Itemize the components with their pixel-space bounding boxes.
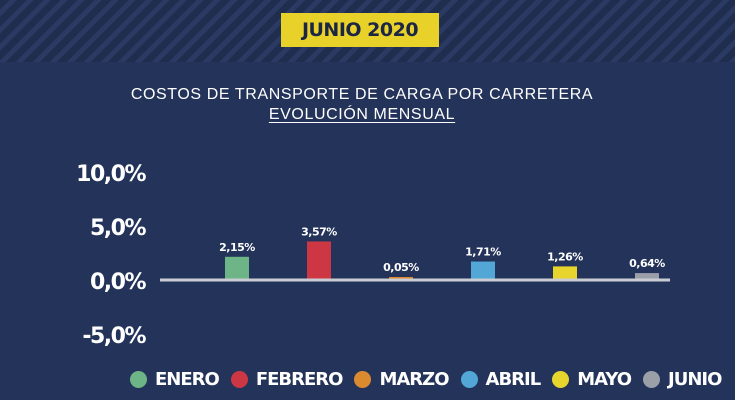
y-tick-label: -5,0% xyxy=(82,324,146,349)
y-tick-label: 5,0% xyxy=(90,216,146,241)
legend-label: MARZO xyxy=(379,368,449,390)
legend-label: ENERO xyxy=(155,368,220,390)
chart-subtitle: EVOLUCIÓN MENSUAL xyxy=(268,106,456,123)
bar-mayo xyxy=(553,266,577,280)
legend-item-junio: JUNIO xyxy=(643,368,722,390)
legend-item-marzo: MARZO xyxy=(354,368,450,390)
bar-abril xyxy=(471,261,495,280)
legend-dot xyxy=(354,370,372,388)
legend-label: MAYO xyxy=(577,368,632,390)
data-label: 0,64% xyxy=(629,257,665,270)
data-label: 1,71% xyxy=(465,246,501,259)
y-tick-label: 10,0% xyxy=(76,162,146,187)
chart-subtitle-wrap: EVOLUCIÓN MENSUAL xyxy=(0,106,724,124)
legend-item-enero: ENERO xyxy=(130,368,220,390)
legend-item-mayo: MAYO xyxy=(552,368,632,390)
bar-enero xyxy=(225,256,249,280)
bar-febrero xyxy=(307,241,331,280)
data-label: 3,57% xyxy=(301,225,337,238)
chart-legend: ENERO FEBRERO MARZO ABRIL MAYO JUNIO xyxy=(130,364,733,394)
bar-chart: 10,0% 5,0% 0,0% -5,0% 2,15% 3,57% 0,05% 1,71% 1,… xyxy=(76,162,670,349)
legend-item-febrero: FEBRERO xyxy=(230,368,344,390)
legend-label: FEBRERO xyxy=(255,368,344,390)
legend-dot xyxy=(643,370,661,388)
legend-label: ABRIL xyxy=(485,368,542,390)
legend-dot xyxy=(552,370,570,388)
chart-title: COSTOS DE TRANSPORTE DE CARGA POR CARRET… xyxy=(130,86,594,103)
legend-item-abril: ABRIL xyxy=(460,368,542,390)
data-label: 0,05% xyxy=(383,261,419,274)
legend-label: JUNIO xyxy=(668,368,722,390)
legend-dot xyxy=(230,370,248,388)
y-tick-label: 0,0% xyxy=(90,270,146,295)
legend-dot xyxy=(130,370,147,388)
data-label: 1,26% xyxy=(547,250,583,263)
legend-dot xyxy=(460,370,478,388)
date-badge: JUNIO 2020 xyxy=(281,13,439,47)
bar-junio xyxy=(635,273,659,280)
data-label: 2,15% xyxy=(219,241,255,254)
